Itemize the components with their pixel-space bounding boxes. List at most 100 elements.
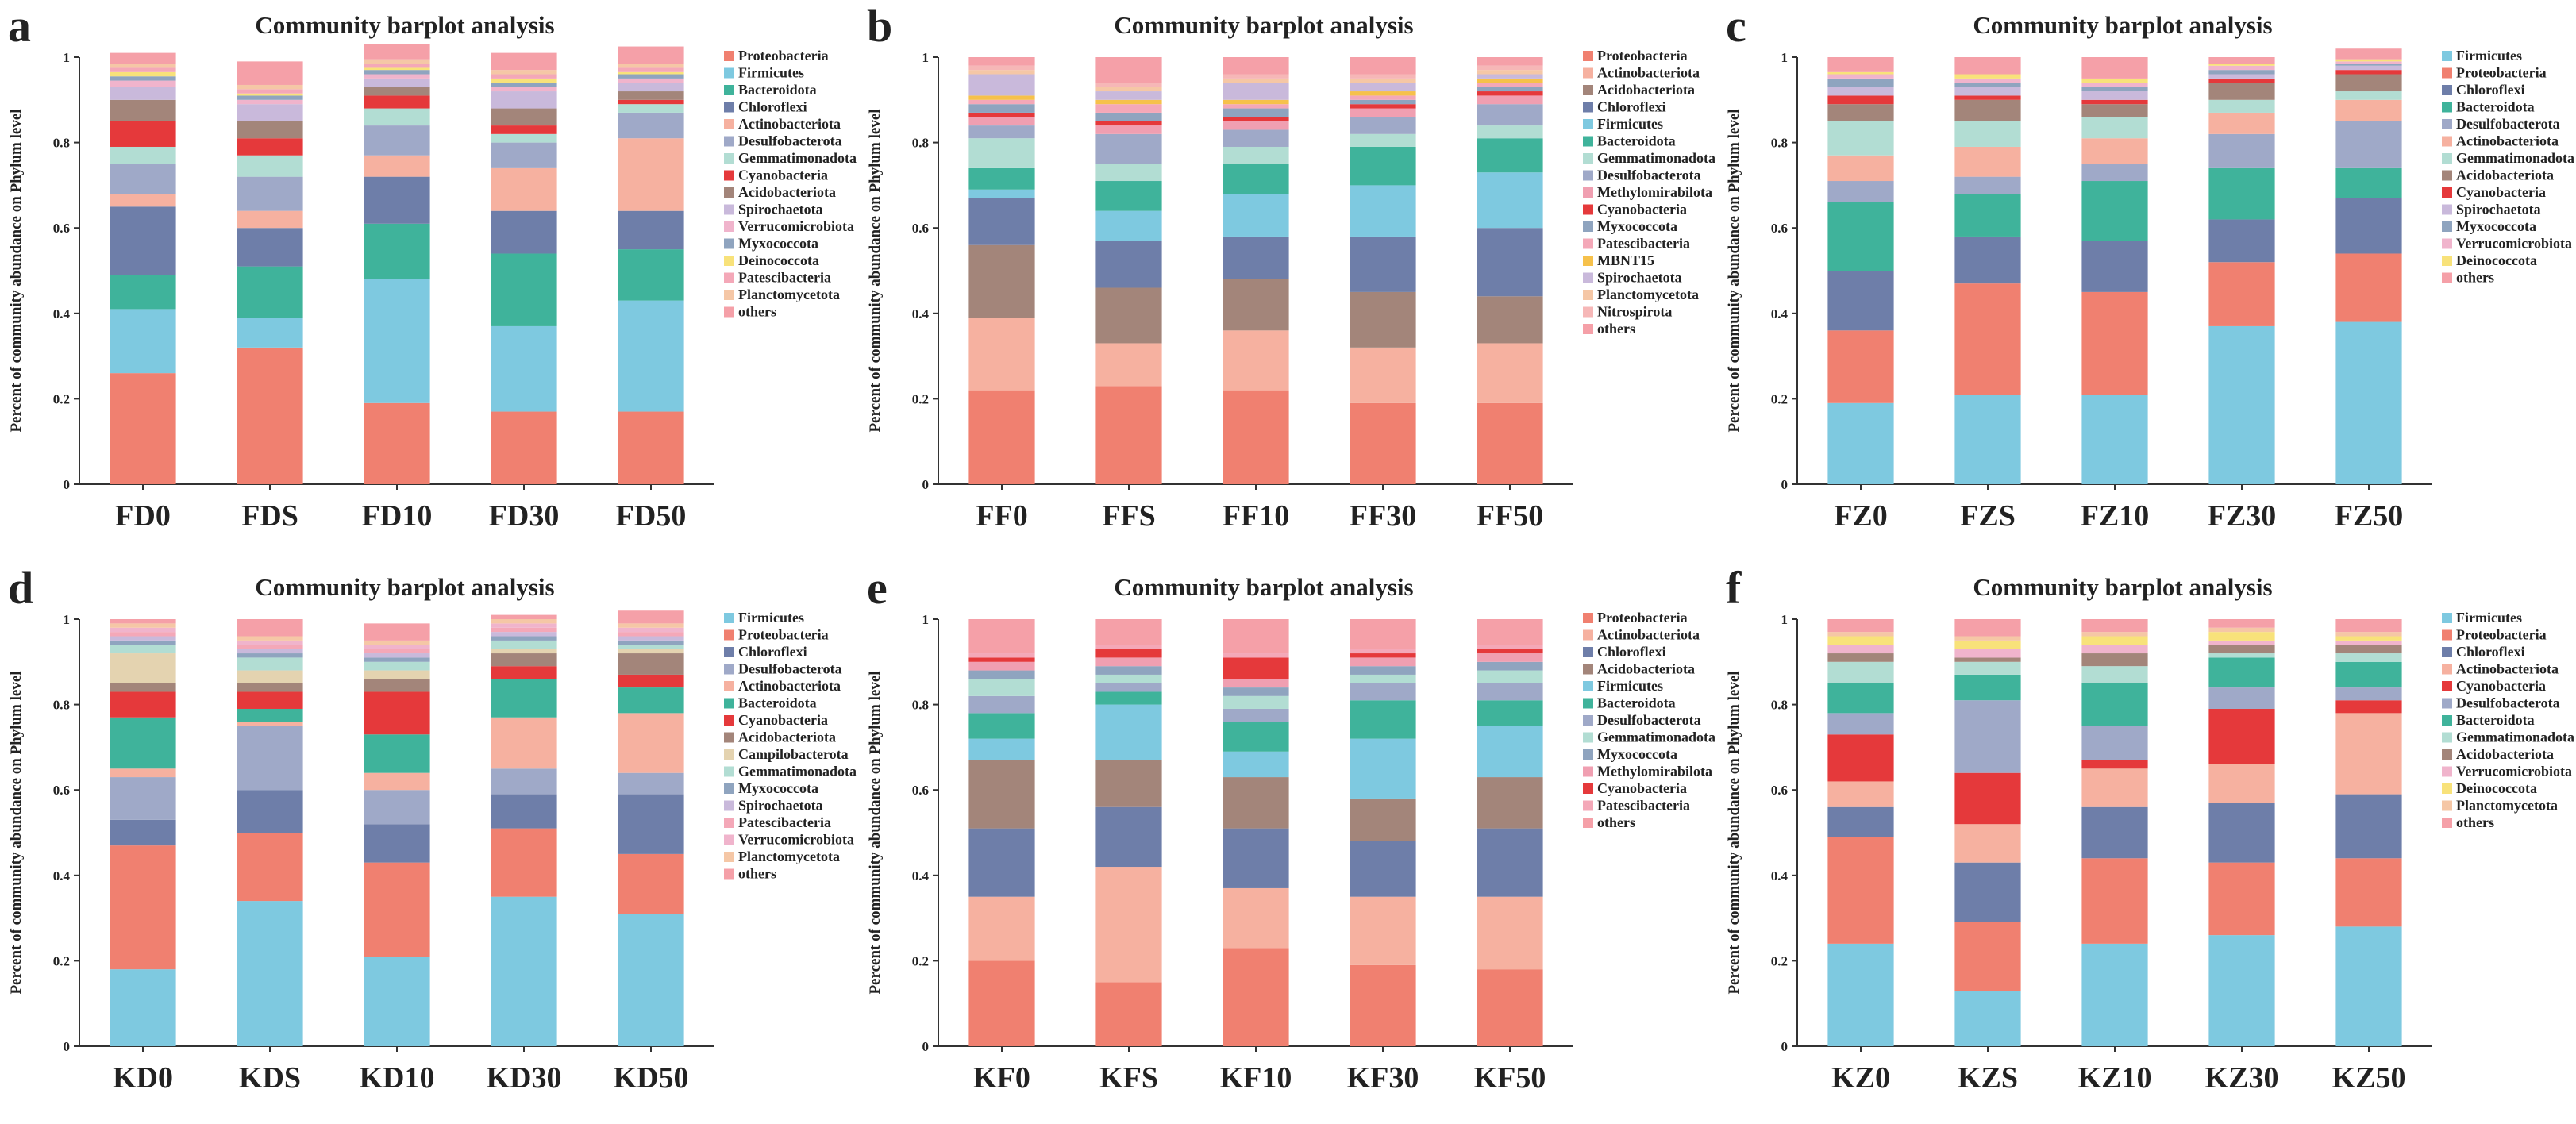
bar-segment bbox=[1827, 806, 1894, 837]
bar-segment bbox=[237, 708, 303, 722]
bar-segment bbox=[1477, 343, 1543, 403]
legend-label: Desulfobacterota bbox=[738, 133, 842, 149]
legend-label: Patescibacteria bbox=[738, 814, 831, 830]
bar-segment bbox=[1954, 146, 2021, 177]
x-tick-label: FFS bbox=[1102, 499, 1156, 533]
legend-label: Firmicutes bbox=[738, 65, 804, 81]
bar-segment bbox=[1477, 402, 1543, 484]
bar-segment bbox=[491, 253, 557, 326]
bar-segment bbox=[491, 768, 557, 795]
legend-swatch bbox=[1583, 153, 1593, 164]
bar-segment bbox=[1477, 87, 1543, 92]
bar-segment bbox=[1954, 636, 2021, 641]
bar-segment bbox=[1477, 683, 1543, 701]
bar-segment bbox=[1223, 695, 1289, 709]
bar-segment bbox=[110, 275, 176, 310]
bar-segment bbox=[1477, 619, 1543, 645]
bar-segment bbox=[618, 210, 684, 250]
bar-segment bbox=[237, 266, 303, 318]
legend-label: others bbox=[738, 304, 776, 320]
bar-segment bbox=[1954, 78, 2021, 83]
bar-segment bbox=[237, 619, 303, 637]
x-tick-label: FF30 bbox=[1350, 499, 1416, 533]
bar-segment bbox=[1350, 841, 1416, 897]
legend-swatch bbox=[724, 698, 734, 709]
bar-segment bbox=[364, 640, 430, 645]
bar-segment bbox=[110, 67, 176, 72]
chart-title: Community barplot analysis bbox=[255, 11, 554, 39]
bar-segment bbox=[1827, 837, 1894, 944]
bar-segment bbox=[1350, 683, 1416, 701]
bar-segment bbox=[2081, 57, 2148, 79]
bar-segment bbox=[237, 138, 303, 156]
bar-segment bbox=[1827, 181, 1894, 202]
bar-segment bbox=[1827, 683, 1894, 714]
bar-segment bbox=[968, 117, 1035, 126]
legend-swatch bbox=[724, 256, 734, 266]
legend-label: Deinococcota bbox=[2456, 252, 2537, 268]
bar-segment bbox=[110, 636, 176, 641]
bar-segment bbox=[2081, 619, 2148, 633]
bar-segment bbox=[1954, 661, 2021, 675]
legend-swatch bbox=[724, 170, 734, 181]
bar-segment bbox=[1827, 57, 1894, 72]
legend-label: Chloroflexi bbox=[2456, 644, 2525, 660]
bar-segment bbox=[2208, 74, 2275, 79]
legend-label: Cyanobacteria bbox=[2456, 678, 2546, 694]
bar-segment bbox=[968, 661, 1035, 671]
bar-segment bbox=[1477, 65, 1543, 71]
bar-segment bbox=[1477, 95, 1543, 105]
bar-segment bbox=[110, 777, 176, 820]
x-tick-label: FZ50 bbox=[2335, 499, 2404, 533]
bar-segment bbox=[1477, 653, 1543, 662]
bar-segment bbox=[2081, 99, 2148, 105]
x-tick-label: FD30 bbox=[489, 499, 560, 533]
legend-swatch bbox=[1583, 647, 1593, 657]
y-tick-label: 0.4 bbox=[53, 306, 71, 321]
bar-segment bbox=[364, 44, 430, 60]
bar-segment bbox=[491, 632, 557, 637]
legend-swatch bbox=[1583, 256, 1593, 266]
bar-segment bbox=[1350, 236, 1416, 292]
legend-swatch bbox=[724, 613, 734, 623]
bar-segment bbox=[491, 653, 557, 667]
legend-label: Acidobacteriota bbox=[2456, 167, 2554, 183]
x-tick-label: FZ10 bbox=[2081, 499, 2150, 533]
bar-segment bbox=[2335, 61, 2402, 64]
y-tick-label: 0.6 bbox=[53, 783, 70, 798]
x-tick-label: KF30 bbox=[1347, 1061, 1419, 1095]
bar-segment bbox=[1095, 287, 1162, 344]
bar-segment bbox=[618, 249, 684, 301]
legend-label: Spirochaetota bbox=[738, 798, 823, 814]
y-tick-label: 0 bbox=[922, 477, 930, 492]
legend-label: Chloroflexi bbox=[2456, 82, 2525, 98]
bar-segment bbox=[618, 300, 684, 412]
bar-segment bbox=[2081, 653, 2148, 667]
bar-segment bbox=[364, 125, 430, 156]
bar-segment bbox=[1954, 991, 2021, 1046]
bar-segment bbox=[364, 653, 430, 658]
bar-segment bbox=[618, 64, 684, 68]
bar-segment bbox=[364, 87, 430, 96]
bar-segment bbox=[364, 223, 430, 279]
bar-segment bbox=[2208, 687, 2275, 709]
bar-segment bbox=[1477, 828, 1543, 897]
legend-swatch bbox=[1583, 800, 1593, 811]
bar-segment bbox=[1477, 78, 1543, 83]
legend-label: Firmicutes bbox=[2456, 48, 2522, 64]
bar-segment bbox=[968, 653, 1035, 658]
y-tick-label: 1 bbox=[922, 50, 930, 65]
bar-segment bbox=[1223, 104, 1289, 109]
bar-segment bbox=[491, 679, 557, 718]
bar-segment bbox=[1477, 969, 1543, 1046]
bar-segment bbox=[1095, 982, 1162, 1046]
y-tick-label: 0 bbox=[64, 1039, 71, 1054]
bar-segment bbox=[1095, 691, 1162, 705]
bar-segment bbox=[2081, 117, 2148, 139]
bar-segment bbox=[364, 772, 430, 791]
legend-label: Planctomycetota bbox=[738, 849, 840, 864]
bar-segment bbox=[2335, 794, 2402, 859]
bar-segment bbox=[1954, 657, 2021, 662]
bar-segment bbox=[110, 627, 176, 633]
bar-segment bbox=[2208, 708, 2275, 764]
